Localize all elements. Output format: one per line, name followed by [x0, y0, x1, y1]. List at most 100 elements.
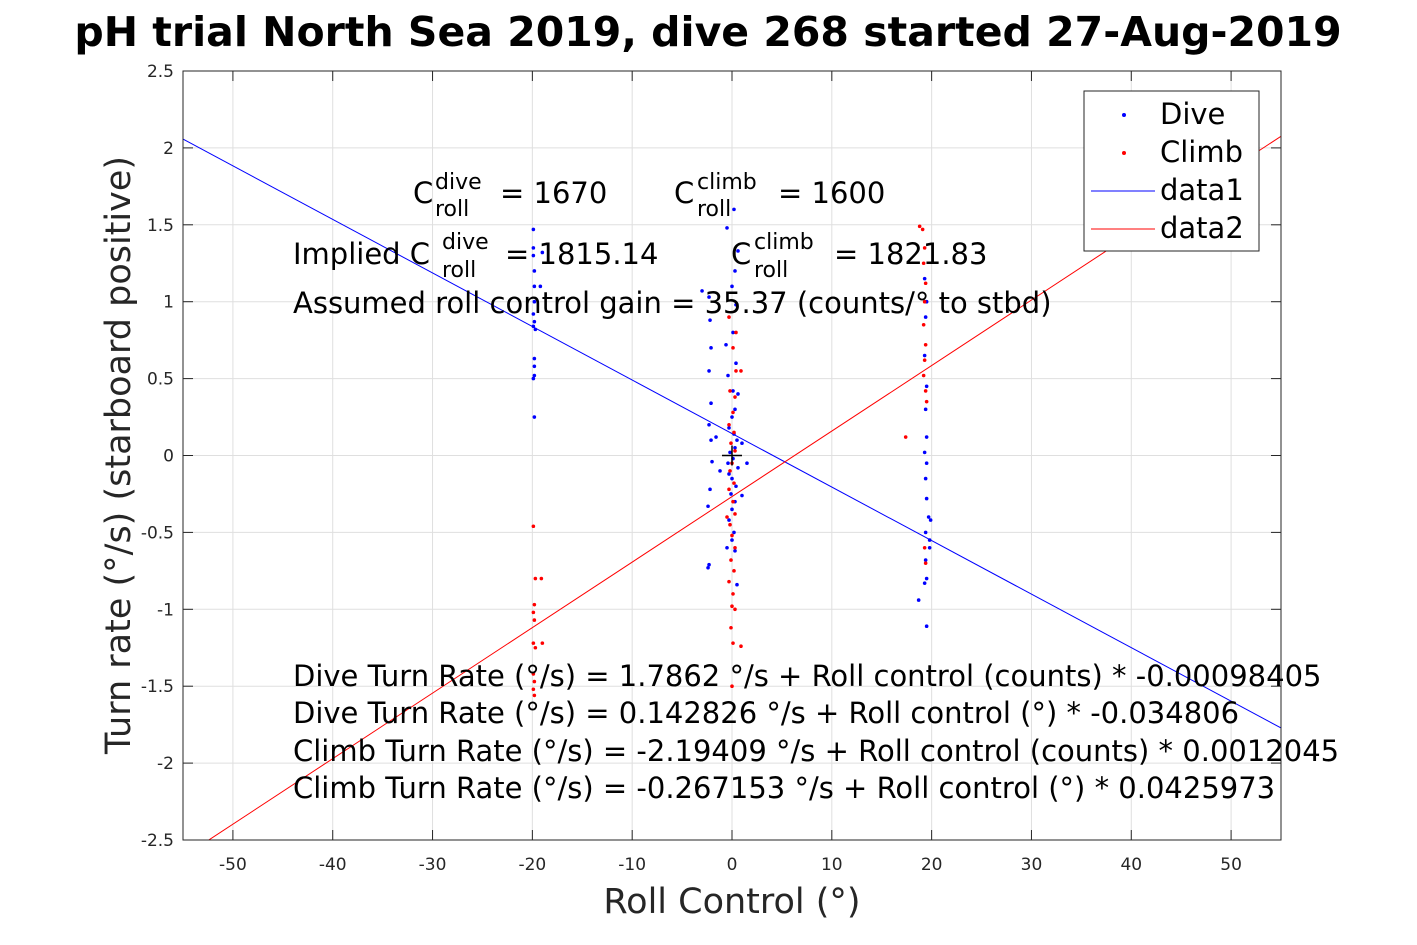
- data-point-dive: [532, 364, 537, 369]
- annotation-implied-climb: C climb roll = 1821.83: [731, 230, 987, 283]
- data-point-climb: [739, 369, 743, 373]
- data-point-dive: [532, 356, 537, 361]
- svg-text:C: C: [731, 237, 751, 271]
- data-point-dive: [707, 369, 711, 373]
- data-point-climb: [733, 607, 737, 612]
- data-point-dive: [922, 581, 927, 585]
- data-point-climb: [922, 545, 927, 550]
- data-point-dive: [726, 461, 730, 465]
- data-point-dive: [730, 507, 734, 512]
- y-tick-label: 0: [163, 447, 174, 467]
- x-tick-label: 10: [821, 855, 843, 875]
- data-point-dive: [730, 538, 734, 542]
- x-tick-label: -30: [419, 855, 447, 875]
- data-point-climb: [531, 687, 536, 692]
- data-point-dive: [706, 504, 710, 509]
- x-tick-label: -40: [319, 855, 347, 875]
- data-point-climb: [729, 441, 733, 445]
- data-point-dive: [916, 598, 921, 602]
- data-point-dive: [734, 484, 738, 489]
- data-point-dive: [727, 518, 731, 522]
- x-tick-labels: -50 -40 -30 -20 -10 0 10 20 30 40 50: [219, 855, 1242, 875]
- x-tick-label: 50: [1220, 855, 1242, 875]
- data-point-dive: [714, 435, 718, 439]
- data-point-dive: [734, 361, 738, 366]
- data-point-dive: [740, 493, 744, 498]
- data-point-dive: [718, 469, 722, 473]
- svg-text:dive: dive: [435, 170, 482, 195]
- data-point-climb: [731, 592, 735, 596]
- data-point-climb: [733, 395, 737, 399]
- data-point-climb: [921, 322, 926, 327]
- data-point-dive: [735, 582, 739, 587]
- svg-text:climb: climb: [697, 170, 757, 195]
- x-tick-label: 20: [921, 855, 943, 875]
- data-point-climb: [730, 533, 734, 538]
- data-point-climb: [731, 346, 735, 350]
- annotation-eq1: Dive Turn Rate (°/s) = 1.7862 °/s + Roll…: [293, 659, 1321, 693]
- legend: Dive Climb data1 data2: [1083, 90, 1260, 252]
- data-point-climb: [732, 481, 736, 485]
- data-point-dive: [923, 315, 928, 319]
- data-point-climb: [922, 358, 927, 362]
- data-point-climb: [727, 487, 731, 492]
- y-tick-label: -2: [157, 754, 174, 774]
- data-point-dive: [732, 530, 736, 535]
- data-point-climb: [728, 469, 732, 473]
- data-point-climb: [727, 315, 731, 319]
- annotation-eq2: Dive Turn Rate (°/s) = 0.142826 °/s + Ro…: [293, 696, 1239, 730]
- data-point-climb: [531, 672, 536, 676]
- x-tick-label: -20: [518, 855, 546, 875]
- data-point-climb: [917, 224, 922, 229]
- data-point-climb: [729, 558, 733, 562]
- data-point-dive: [531, 376, 536, 381]
- data-point-climb: [920, 227, 925, 232]
- data-point-climb: [923, 281, 928, 286]
- data-point-climb: [533, 576, 538, 581]
- y-tick-label: 2.5: [147, 62, 174, 82]
- data-point-dive: [924, 435, 929, 439]
- data-point-dive: [700, 289, 704, 293]
- data-point-dive: [924, 624, 929, 629]
- x-tick-label: 40: [1120, 855, 1142, 875]
- data-point-dive: [724, 342, 728, 347]
- annotation-eq3: Climb Turn Rate (°/s) = -2.19409 °/s + R…: [293, 734, 1339, 768]
- svg-text:roll: roll: [754, 258, 788, 283]
- data-point-climb: [731, 641, 735, 645]
- y-tick-label: -0.5: [141, 523, 174, 543]
- fit-line-data1: [183, 138, 1281, 729]
- data-point-climb: [923, 561, 928, 565]
- data-point-dive: [928, 518, 933, 522]
- data-point-dive: [733, 407, 737, 412]
- data-point-dive: [707, 562, 711, 567]
- data-point-dive: [532, 373, 537, 378]
- svg-text:C: C: [413, 176, 433, 210]
- data-point-dive: [729, 492, 733, 496]
- fit-lines: [183, 135, 1281, 840]
- data-point-dive: [709, 438, 713, 442]
- data-point-climb: [923, 389, 928, 393]
- data-point-dive: [540, 250, 545, 255]
- svg-text:Implied C: Implied C: [293, 237, 430, 271]
- data-point-dive: [531, 312, 536, 316]
- svg-text:= 1815.14: = 1815.14: [505, 237, 658, 271]
- data-point-dive: [709, 346, 713, 350]
- annotation-implied-dive: Implied C dive roll = 1815.14: [293, 230, 658, 283]
- y-tick-label: -1: [157, 600, 174, 620]
- data-point-dive: [923, 530, 928, 535]
- legend-label-data1: data1: [1160, 173, 1244, 207]
- x-axis-label: Roll Control (°): [603, 882, 860, 922]
- origin-marker: [722, 445, 742, 466]
- svg-text:dive: dive: [442, 230, 489, 255]
- annotation-c-dive: C dive roll = 1670: [413, 170, 607, 222]
- data-point-climb: [733, 545, 737, 550]
- data-point-climb: [731, 499, 735, 504]
- data-point-climb: [921, 261, 926, 266]
- data-point-climb: [924, 399, 929, 404]
- data-point-climb: [921, 373, 926, 378]
- data-point-dive: [731, 330, 735, 335]
- data-point-dive: [706, 565, 710, 570]
- data-point-dive: [736, 249, 740, 253]
- y-axis-label: Turn rate (°/s) (starboard positive): [99, 156, 139, 755]
- chart-title: pH trial North Sea 2019, dive 268 starte…: [74, 8, 1341, 56]
